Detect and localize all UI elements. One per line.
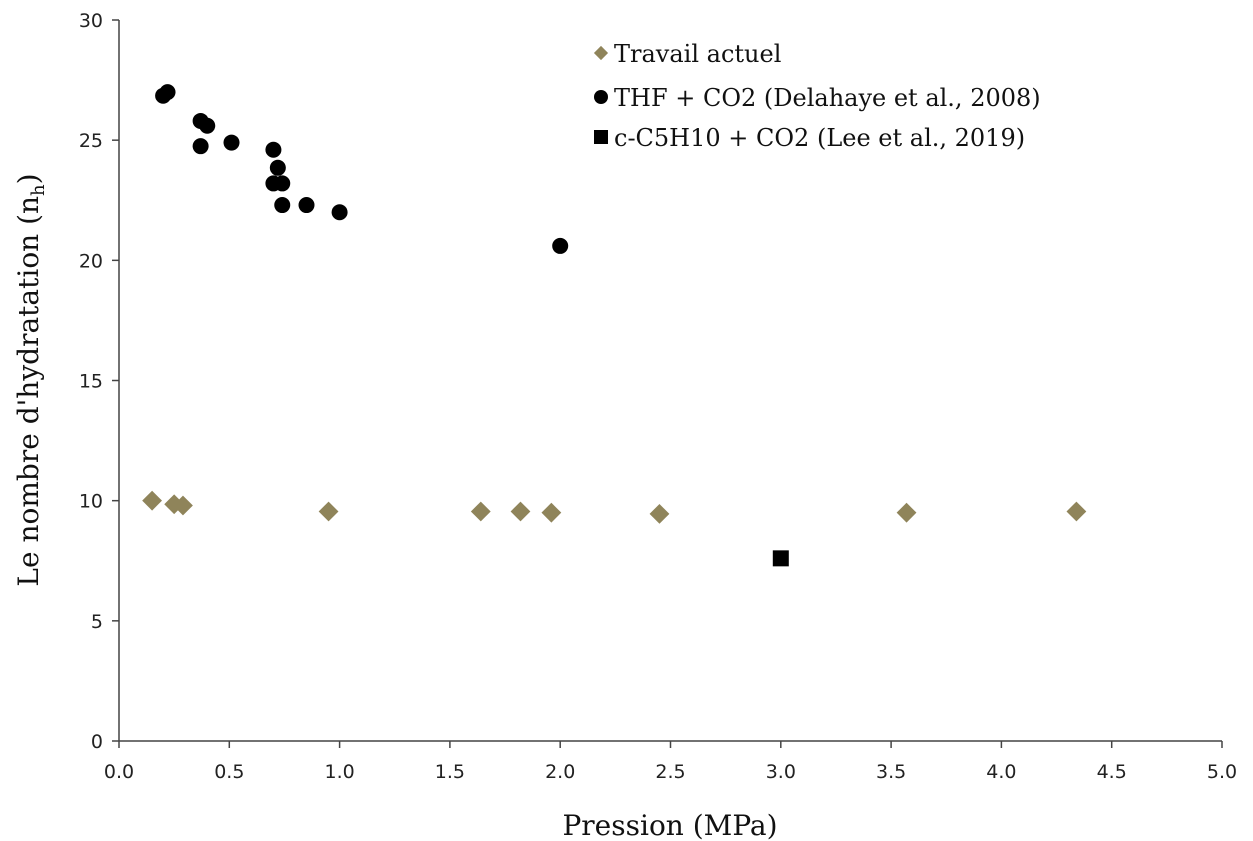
y-tick-label: 30 xyxy=(79,10,103,32)
y-tick-label: 5 xyxy=(91,611,103,633)
y-tick-label: 10 xyxy=(79,491,103,513)
series-square-points xyxy=(772,550,789,567)
x-tick-label: 1.0 xyxy=(324,761,354,783)
y-axis-title-subscript: h xyxy=(28,184,49,196)
data-point-circle xyxy=(192,138,209,155)
legend-circle-marker xyxy=(594,90,608,104)
x-tick-label: 3.0 xyxy=(766,761,796,783)
x-ticks: 0.0 0.5 1.0 1.5 2.0 2.5 3.0 3.5 4.0 4.5 5.0 xyxy=(104,741,1237,783)
data-point-circle xyxy=(274,197,291,214)
data-point-diamond xyxy=(541,502,562,523)
legend-diamond-marker xyxy=(593,45,609,61)
data-point-circle xyxy=(265,141,282,158)
x-tick-label: 4.5 xyxy=(1097,761,1127,783)
data-point-diamond xyxy=(510,501,531,522)
legend: Travail actuel THF + CO2 (Delahaye et al… xyxy=(593,40,1041,152)
series-circle-points xyxy=(155,84,569,254)
data-point-circle xyxy=(269,159,286,176)
x-tick-label: 4.0 xyxy=(986,761,1016,783)
x-tick-label: 2.0 xyxy=(545,761,575,783)
data-point-diamond xyxy=(649,503,670,524)
data-point-square xyxy=(772,550,789,567)
data-point-diamond xyxy=(896,502,917,523)
x-tick-label: 0.5 xyxy=(214,761,244,783)
data-point-diamond xyxy=(318,501,339,522)
x-tick-label: 0.0 xyxy=(104,761,134,783)
legend-label-travail-actuel: Travail actuel xyxy=(614,40,781,68)
y-axis-title-close: ) xyxy=(12,173,45,184)
data-point-circle xyxy=(223,134,240,151)
x-axis-title: Pression (MPa) xyxy=(562,809,777,841)
x-tick-label: 3.5 xyxy=(876,761,906,783)
data-point-diamond xyxy=(142,490,162,511)
x-tick-label: 5.0 xyxy=(1207,761,1237,783)
data-point-diamond xyxy=(173,495,193,516)
y-axis-title-main: Le nombre d'hydratation (n xyxy=(12,196,45,587)
legend-label-c5h10-co2: c-C5H10 + CO2 (Lee et al., 2019) xyxy=(614,124,1025,152)
data-point-circle xyxy=(298,197,315,214)
legend-square-marker xyxy=(594,130,608,144)
data-point-circle xyxy=(552,237,569,254)
data-point-circle xyxy=(159,84,176,101)
y-axis-title: Le nombre d'hydratation (nh) xyxy=(12,173,49,586)
data-point-diamond xyxy=(470,501,491,522)
data-point-diamond xyxy=(1066,501,1087,522)
legend-label-thf-co2: THF + CO2 (Delahaye et al., 2008) xyxy=(614,84,1041,112)
x-tick-label: 2.5 xyxy=(655,761,685,783)
y-ticks: 0 5 10 15 20 25 30 xyxy=(79,10,119,753)
y-tick-label: 25 xyxy=(79,130,103,152)
data-point-circle xyxy=(199,117,216,134)
series-diamond-points xyxy=(142,490,1087,524)
y-tick-label: 0 xyxy=(91,731,103,753)
data-point-circle xyxy=(331,204,348,221)
y-tick-label: 20 xyxy=(79,250,103,272)
y-tick-label: 15 xyxy=(79,371,103,393)
x-tick-label: 1.5 xyxy=(435,761,465,783)
data-point-circle xyxy=(274,175,291,192)
data-points xyxy=(142,84,1087,567)
